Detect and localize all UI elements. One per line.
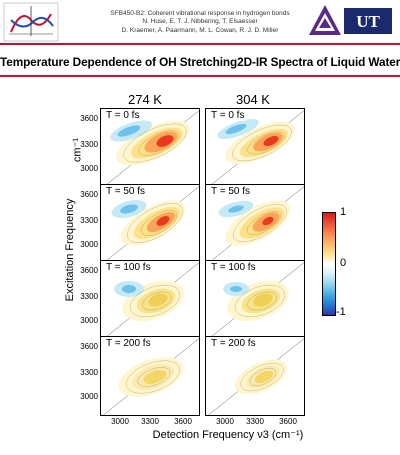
delay-label: T = 200 fs <box>209 338 258 349</box>
university-logo <box>309 5 341 35</box>
delay-label: T = 50 fs <box>104 186 148 197</box>
colorbar-max-label: 1 <box>340 206 347 218</box>
y-tick-label: 3300 <box>80 216 98 225</box>
spectrum-plot <box>208 186 304 263</box>
colorbar-mid-label: 0 <box>340 257 347 269</box>
x-axis-label: Detection Frequency ν3 (cm⁻¹) <box>152 429 304 441</box>
header-divider-top <box>0 43 400 45</box>
y-tick-label: 3600 <box>80 190 98 199</box>
delay-label: T = 100 fs <box>104 262 153 273</box>
x-tick-label: 3600 <box>174 417 192 426</box>
ut-logo: UT <box>344 8 392 34</box>
page-title: Temperature Dependence of OH Stretching2… <box>0 55 400 69</box>
spectrum-panel-304k-100fs: T = 100 fs <box>205 260 305 340</box>
y-tick-label: 3300 <box>80 292 98 301</box>
y-tick-label: 3600 <box>80 342 98 351</box>
spectrum-panel-274k-50fs: T = 50 fs <box>100 184 200 264</box>
spectrum-plot <box>103 262 199 339</box>
x-tick-label: 3300 <box>141 417 159 426</box>
y-tick-label: 3000 <box>80 316 98 325</box>
y-tick-label: 3000 <box>80 164 98 173</box>
delay-label: T = 200 fs <box>104 338 153 349</box>
x-tick-label: 3300 <box>246 417 264 426</box>
y-tick-label: 3000 <box>80 240 98 249</box>
credit-line: N. Huse, E. T. J. Nibbering, T. Elsaesse… <box>142 18 258 26</box>
column-header-274k: 274 K <box>128 92 162 107</box>
y-axis-label: Excitation Frequency <box>64 198 76 302</box>
spectrum-plot <box>103 110 199 187</box>
header-credits: SFB450-B2: Coherent vibrational response… <box>85 10 315 35</box>
spectrum-panel-274k-0fs: T = 0 fs <box>100 108 200 188</box>
spectrum-plot <box>208 262 304 339</box>
spectrum-panel-304k-50fs: T = 50 fs <box>205 184 305 264</box>
delay-label: T = 100 fs <box>209 262 258 273</box>
institute-logo <box>3 2 59 42</box>
x-tick-label: 3000 <box>111 417 129 426</box>
delay-label: T = 0 fs <box>104 110 142 121</box>
spectrum-panel-304k-0fs: T = 0 fs <box>205 108 305 188</box>
delay-label: T = 50 fs <box>209 186 253 197</box>
spectrum-plot <box>103 186 199 263</box>
x-tick-label: 3000 <box>216 417 234 426</box>
ut-logo-text: UT <box>356 12 380 31</box>
spectrum-panel-304k-200fs: T = 200 fs <box>205 336 305 416</box>
y-tick-label: 3300 <box>80 368 98 377</box>
x-tick-label: 3600 <box>279 417 297 426</box>
header-divider-bottom <box>0 75 400 77</box>
y-tick-label: 3600 <box>80 114 98 123</box>
credit-line: SFB450-B2: Coherent vibrational response… <box>110 10 290 17</box>
spectrum-panel-274k-200fs: T = 200 fs <box>100 336 200 416</box>
colorbar <box>322 212 336 316</box>
spectrum-panel-274k-100fs: T = 100 fs <box>100 260 200 340</box>
colorbar-min-label: -1 <box>336 306 346 318</box>
y-tick-label: 3000 <box>80 392 98 401</box>
spectrum-plot <box>103 338 199 415</box>
spectrum-plot <box>208 338 304 415</box>
column-header-304k: 304 K <box>236 92 270 107</box>
y-tick-label: 3300 <box>80 140 98 149</box>
y-tick-label: 3600 <box>80 266 98 275</box>
spectrum-plot <box>208 110 304 187</box>
delay-label: T = 0 fs <box>209 110 247 121</box>
credit-line: D. Kraemer, A. Paarmann, M. L. Cowan, R.… <box>121 26 279 34</box>
